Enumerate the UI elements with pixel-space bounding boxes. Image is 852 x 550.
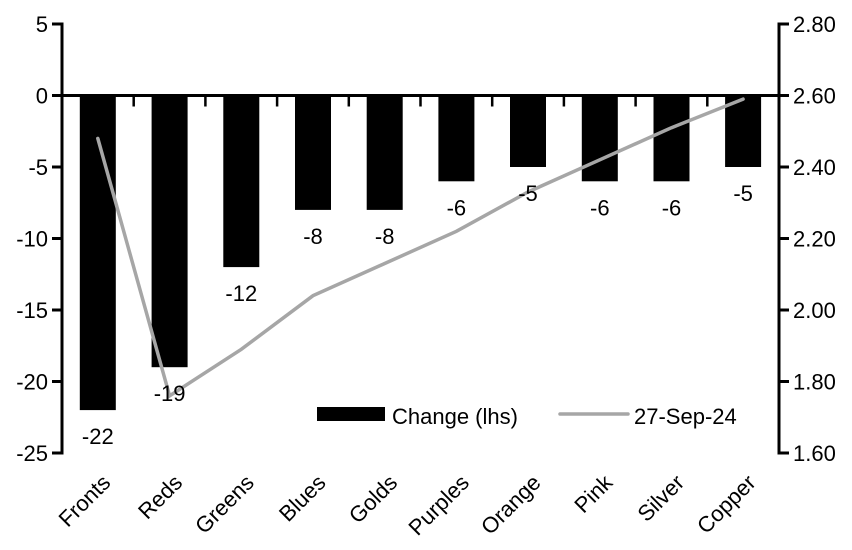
bar-data-labels: -22 -19 -12 -8 -8 -6 -5 -6 -6 -5 bbox=[82, 181, 753, 449]
right-axis-tick-label: 2.40 bbox=[793, 155, 836, 180]
left-axis-tick-label: -10 bbox=[16, 227, 48, 252]
bar-reds bbox=[151, 95, 188, 368]
x-tick-label-purples: Purples bbox=[404, 470, 474, 540]
data-label-copper: -5 bbox=[733, 181, 753, 206]
x-tick-label-golds: Golds bbox=[344, 470, 402, 528]
x-tick-label-fronts: Fronts bbox=[54, 470, 116, 532]
legend: Change (lhs) 27-Sep-24 bbox=[317, 404, 737, 429]
right-axis-tick-label: 1.80 bbox=[793, 370, 836, 395]
x-tick-label-blues: Blues bbox=[274, 470, 331, 527]
left-axis-tick-label: -15 bbox=[16, 298, 48, 323]
data-label-blues: -8 bbox=[303, 224, 323, 249]
left-axis-tick-label: -25 bbox=[16, 441, 48, 466]
left-axis-tick-label: 0 bbox=[36, 84, 48, 109]
x-tick-label-pink: Pink bbox=[569, 469, 618, 518]
left-axis-tick-label: 5 bbox=[36, 12, 48, 37]
right-axis-tick-label: 2.00 bbox=[793, 298, 836, 323]
category-labels: Fronts Reds Greens Blues Golds Purples Orange P… bbox=[54, 469, 761, 540]
right-axis-tick-label: 2.80 bbox=[793, 12, 836, 37]
left-axis-tick-label: -5 bbox=[28, 155, 48, 180]
right-axis: 2.80 2.60 2.40 2.20 2.00 1.80 1.60 bbox=[777, 12, 836, 466]
category-axis bbox=[62, 94, 779, 107]
data-label-pink: -6 bbox=[590, 195, 610, 220]
data-label-reds: -19 bbox=[154, 381, 186, 406]
x-tick-label-silver: Silver bbox=[632, 470, 689, 527]
bar-golds bbox=[366, 95, 403, 210]
bar-blues bbox=[295, 95, 331, 210]
right-axis-tick-label: 2.60 bbox=[793, 84, 836, 109]
data-label-golds: -8 bbox=[375, 224, 395, 249]
line-series-27-sep-24 bbox=[96, 97, 745, 399]
left-axis-tick-label: -20 bbox=[16, 370, 48, 395]
x-tick-label-reds: Reds bbox=[133, 470, 187, 524]
bar-silver bbox=[653, 95, 690, 182]
bar-purples bbox=[438, 95, 475, 182]
legend-bar-swatch bbox=[317, 407, 385, 421]
data-label-purples: -6 bbox=[447, 195, 467, 220]
x-tick-label-greens: Greens bbox=[190, 470, 259, 539]
x-tick-label-orange: Orange bbox=[476, 470, 546, 540]
bar-copper bbox=[725, 95, 762, 167]
bar-fronts bbox=[79, 95, 116, 411]
bar-series-change-lhs bbox=[79, 95, 762, 411]
data-label-fronts: -22 bbox=[82, 424, 114, 449]
bar-greens bbox=[223, 95, 260, 268]
data-label-orange: -5 bbox=[518, 181, 538, 206]
data-label-silver: -6 bbox=[662, 195, 682, 220]
legend-label-27-sep-24: 27-Sep-24 bbox=[634, 404, 737, 429]
left-axis: 5 0 -5 -10 -15 -20 -25 bbox=[16, 12, 64, 466]
right-axis-tick-label: 1.60 bbox=[793, 441, 836, 466]
x-tick-label-copper: Copper bbox=[692, 470, 761, 539]
right-axis-tick-label: 2.20 bbox=[793, 227, 836, 252]
legend-label-change-lhs: Change (lhs) bbox=[392, 404, 518, 429]
data-label-greens: -12 bbox=[225, 281, 257, 306]
bar-orange bbox=[510, 95, 546, 167]
bar-pink bbox=[581, 95, 618, 182]
